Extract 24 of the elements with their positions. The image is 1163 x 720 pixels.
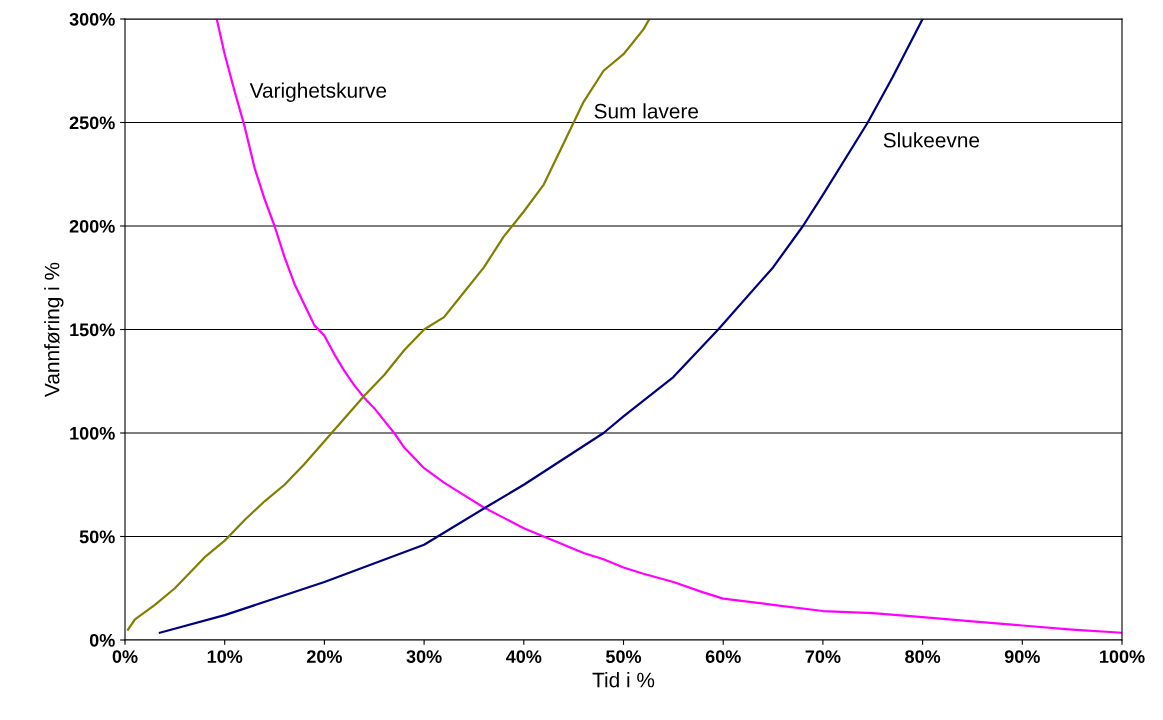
y-axis-title: Vannføring i % — [44, 262, 64, 397]
y-tick-label: 100% — [70, 426, 115, 440]
y-tick-label: 150% — [70, 323, 115, 337]
x-tick-label: 50% — [605, 650, 642, 663]
x-tick-label: 0% — [112, 650, 138, 663]
x-tick-label: 20% — [306, 650, 342, 663]
series-label: Varighetskurve — [249, 82, 387, 102]
x-tick-label: 100% — [1100, 650, 1145, 663]
y-tick-label: 200% — [69, 219, 115, 233]
y-tick-label: 50% — [79, 530, 115, 544]
line-series — [215, 19, 1122, 634]
series-label: Sum lavere — [594, 103, 699, 119]
y-tick-label: 250% — [69, 116, 115, 130]
x-tick-label: 70% — [805, 650, 841, 663]
y-tick-label: 0% — [89, 633, 115, 647]
x-tick-label: 30% — [406, 650, 442, 664]
x-tick-label: 40% — [506, 650, 542, 663]
x-tick-label: 90% — [1004, 650, 1040, 663]
x-tick-label: 60% — [705, 650, 741, 663]
x-tick-label: 80% — [905, 650, 941, 663]
series-label: Slukeevne — [883, 132, 980, 148]
x-axis-title: Tid i % — [592, 672, 655, 688]
x-tick-label: 10% — [207, 650, 243, 663]
y-tick-label: 300% — [69, 12, 115, 26]
